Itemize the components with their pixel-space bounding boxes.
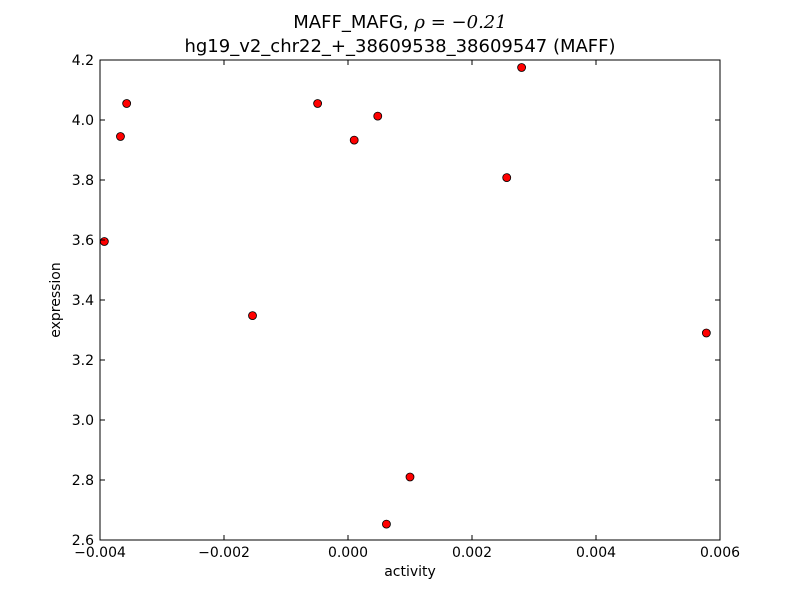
data-point — [313, 99, 323, 108]
y-tick-label: 4.0 — [72, 113, 94, 129]
data-point — [373, 111, 383, 121]
chart-title-rho: ρ = −0.21 — [414, 12, 507, 33]
data-point — [349, 135, 359, 145]
y-tick-label: 3.4 — [72, 293, 94, 309]
data-point — [502, 173, 512, 183]
data-point — [517, 63, 526, 72]
data-point — [248, 311, 257, 321]
y-tick-label: 3.0 — [72, 413, 94, 429]
y-tick-label: 2.8 — [72, 473, 94, 489]
axes-frame — [99, 59, 721, 541]
y-tick-label: 4.2 — [72, 53, 94, 69]
x-tick-label: 0.004 — [576, 545, 616, 561]
x-axis-label: activity — [384, 564, 436, 580]
y-tick-label: 3.6 — [72, 233, 94, 249]
ticks-layer: −0.004 −0.002 0.000 0.002 0.004 0.006 2.6 2.8 3.… — [72, 53, 740, 561]
data-point — [122, 99, 132, 108]
data-point — [405, 472, 415, 482]
x-tick-label: −0.004 — [74, 545, 126, 561]
x-tick-label: −0.002 — [198, 545, 250, 561]
y-tick-label: 3.8 — [72, 173, 94, 189]
chart-title: MAFF_MAFG, ρ = −0.21 — [0, 12, 800, 33]
y-tick-label: 2.6 — [72, 533, 94, 549]
y-tick-label: 3.2 — [72, 353, 94, 369]
data-point — [99, 237, 109, 246]
x-tick-label: 0.006 — [700, 545, 740, 561]
x-tick-label: 0.002 — [452, 545, 492, 561]
chart-subtitle: hg19_v2_chr22_+_38609538_38609547 (MAFF) — [184, 36, 616, 57]
x-tick-label: 0.000 — [328, 545, 368, 561]
data-point — [701, 328, 711, 338]
data-point — [382, 519, 391, 529]
y-axis-label: expression — [48, 262, 64, 338]
data-point — [116, 132, 125, 141]
points-layer — [99, 63, 711, 529]
chart-title-text: MAFF_MAFG, — [293, 12, 415, 33]
